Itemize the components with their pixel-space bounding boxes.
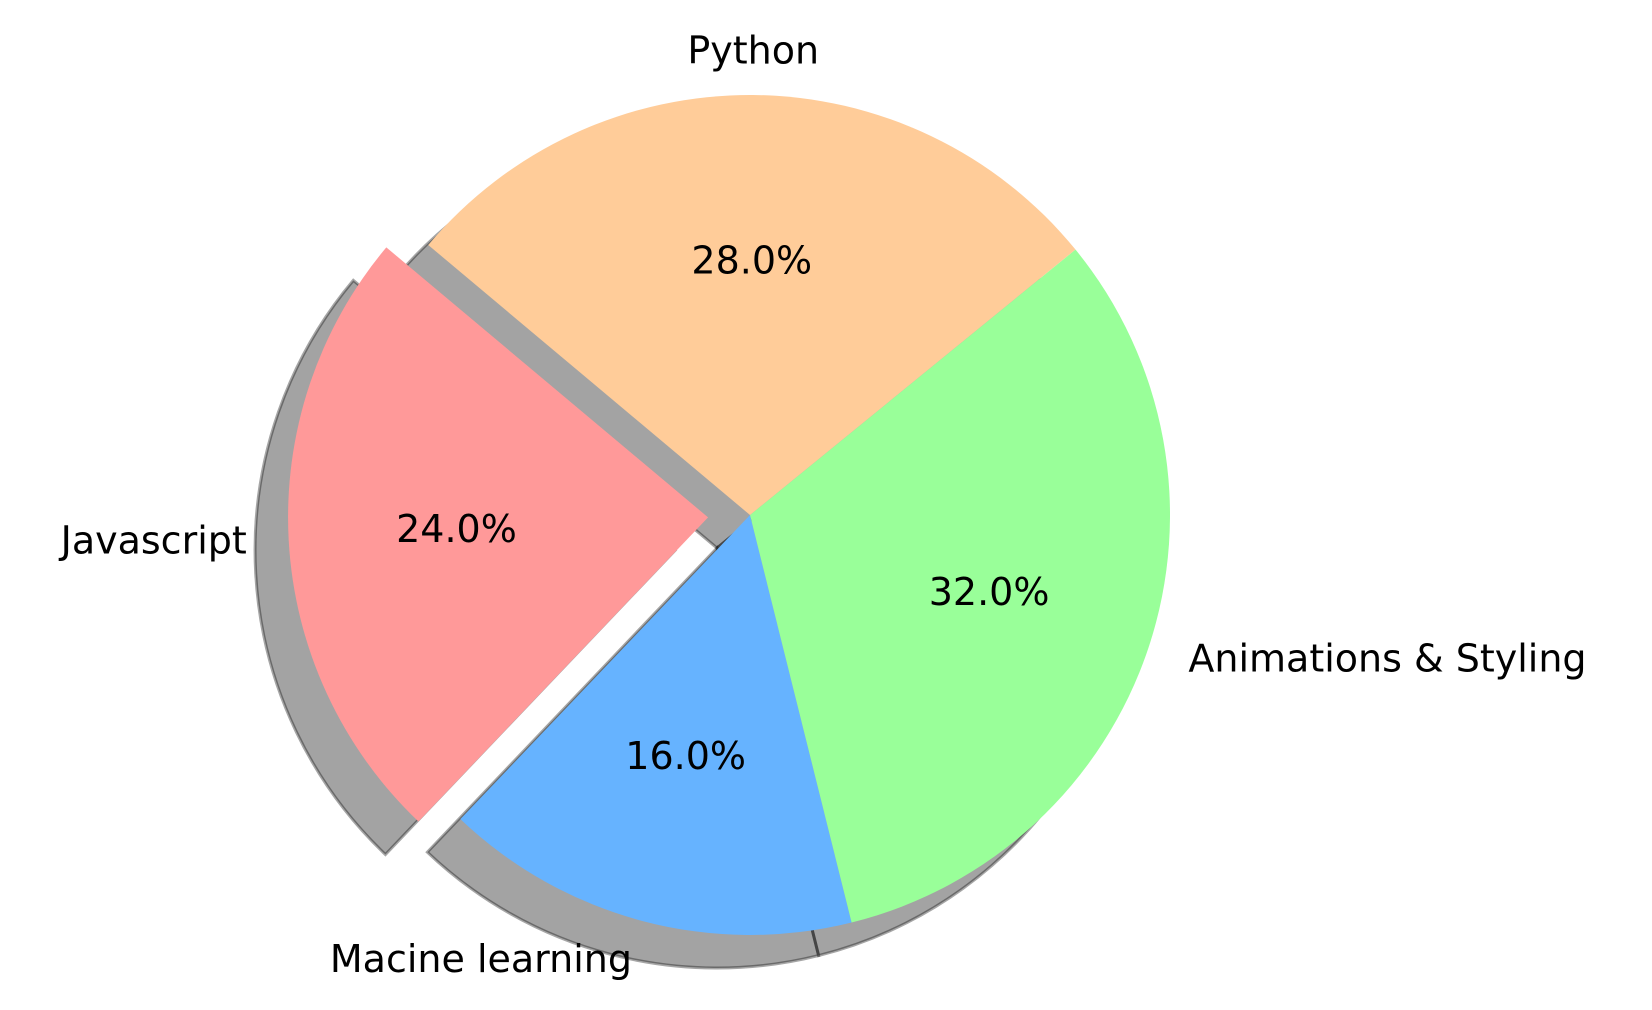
slice-macine-learning [460, 515, 852, 936]
pie-slices [288, 95, 1170, 936]
pct-label-python: 28.0% [691, 239, 812, 283]
slice-javascript [288, 247, 709, 822]
slice-label-animations-styling: Animations & Styling [1188, 636, 1586, 680]
slice-label-javascript: Javascript [59, 519, 247, 563]
pct-label-macine-learning: 16.0% [625, 734, 746, 778]
pct-label-animations-styling: 32.0% [929, 570, 1050, 614]
slice-animations-styling [750, 249, 1170, 923]
pct-label-javascript: 24.0% [396, 507, 517, 551]
slice-labels: Javascript 24.0% Macine learning 16.0% Anima… [59, 29, 1587, 982]
slice-python [428, 95, 1076, 515]
slice-label-macine-learning: Macine learning [330, 937, 632, 981]
slice-label-python: Python [687, 29, 819, 73]
